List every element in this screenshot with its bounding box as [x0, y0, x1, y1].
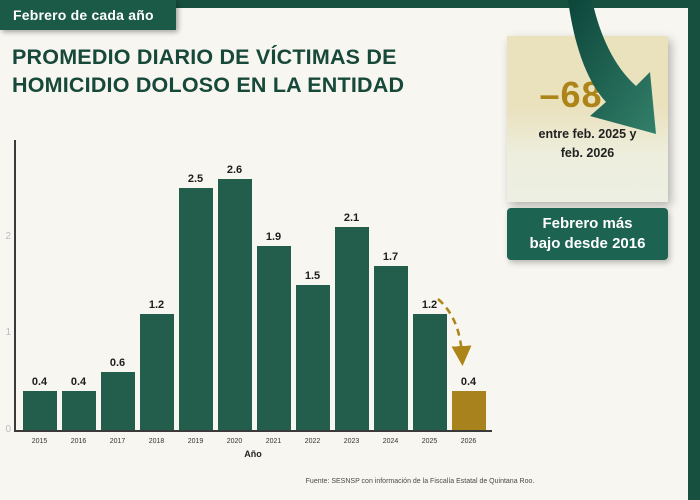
x-tick-label: 2023 [343, 438, 360, 445]
plot-area: 0.4 2015 0.4 2016 0.6 2017 1.2 2018 2.5 2019 2.6 20… [5, 140, 492, 445]
right-border-strip [688, 0, 700, 500]
y-tick-label: 2 [5, 230, 11, 242]
lowest-february-badge: Febrero más bajo desde 2016 [507, 208, 668, 260]
badge-line2: bajo desde 2016 [529, 235, 646, 252]
x-tick-label: 2022 [304, 438, 321, 445]
caption-line2: feb. 2026 [560, 145, 615, 160]
bar [295, 285, 330, 430]
x-tick-label: 2025 [421, 438, 438, 445]
caption-line1: entre feb. 2025 y [538, 127, 637, 141]
bar-group: 2.1 2023 [334, 212, 369, 445]
x-tick-label: 2017 [109, 438, 126, 445]
page-title-line1: PROMEDIO DIARIO DE VÍCTIMAS DE [12, 45, 397, 69]
bar-group: 0.6 2017 [100, 357, 135, 445]
bar-group: 1.2 2025 [412, 299, 447, 445]
bar [412, 314, 447, 430]
bar-group: 1.5 2022 [295, 270, 330, 445]
y-tick-label: 1 [5, 327, 11, 339]
bar [451, 391, 486, 430]
bar [61, 391, 96, 430]
trend-down-arrow-icon [568, 0, 656, 134]
bar-value-label: 1.2 [421, 299, 438, 311]
x-tick-label: 2020 [226, 438, 243, 445]
bar-value-label: 0.4 [70, 376, 87, 388]
x-tick-label: 2024 [382, 438, 399, 445]
bar-value-label: 2.6 [226, 164, 243, 176]
bar [22, 391, 57, 430]
bar-group: 0.4 2015 [22, 376, 57, 445]
source-note: Fuente: SESNSP con información de la Fis… [305, 478, 535, 485]
x-tick-label: 2018 [148, 438, 165, 445]
bar [334, 227, 369, 430]
bar [100, 372, 135, 430]
period-ribbon-label: Febrero de cada año [13, 7, 154, 23]
bar-value-label: 1.2 [148, 299, 165, 311]
top-border-strip [0, 0, 700, 8]
page-title-line2: HOMICIDIO DOLOSO EN LA ENTIDAD [12, 72, 405, 97]
y-tick-label: 0 [5, 424, 11, 435]
bar [178, 188, 213, 430]
period-ribbon: Febrero de cada año [0, 0, 176, 30]
bar-value-label: 1.5 [304, 270, 321, 282]
bar-group: 2.6 2020 [217, 164, 252, 445]
bar-group: 1.7 2024 [373, 251, 408, 445]
bar-value-label: 1.9 [265, 231, 282, 243]
badge-line1: Febrero más [542, 214, 633, 232]
bar-value-label: 2.5 [187, 173, 204, 185]
bar-value-label: 0.4 [460, 376, 477, 388]
x-tick-label: 2015 [31, 438, 48, 445]
x-tick-label: 2016 [70, 438, 87, 445]
bar-value-label: 0.4 [31, 376, 48, 388]
bar-group: 0.4 2016 [61, 376, 96, 445]
x-axis-title: Año [244, 449, 262, 459]
bar [139, 314, 174, 430]
bar-group: 1.9 2021 [256, 231, 291, 445]
bar-group: 0.4 2026 [451, 376, 486, 445]
bar-value-label: 1.7 [382, 251, 399, 263]
percent-change-caption: entre feb. 2025 y feb. 2026 [507, 125, 668, 163]
bar-value-label: 2.1 [343, 212, 360, 224]
x-tick-label: 2026 [460, 438, 477, 445]
bar [373, 266, 408, 430]
x-tick-label: 2021 [265, 438, 282, 445]
x-tick-label: 2019 [187, 438, 204, 445]
bar [256, 246, 291, 430]
bar-value-label: 0.6 [109, 357, 126, 369]
bar-group: 1.2 2018 [139, 299, 174, 445]
bar [217, 179, 252, 430]
page-title: PROMEDIO DIARIO DE VÍCTIMAS DE HOMICIDIO… [12, 44, 492, 99]
bar-group: 2.5 2019 [178, 173, 213, 445]
